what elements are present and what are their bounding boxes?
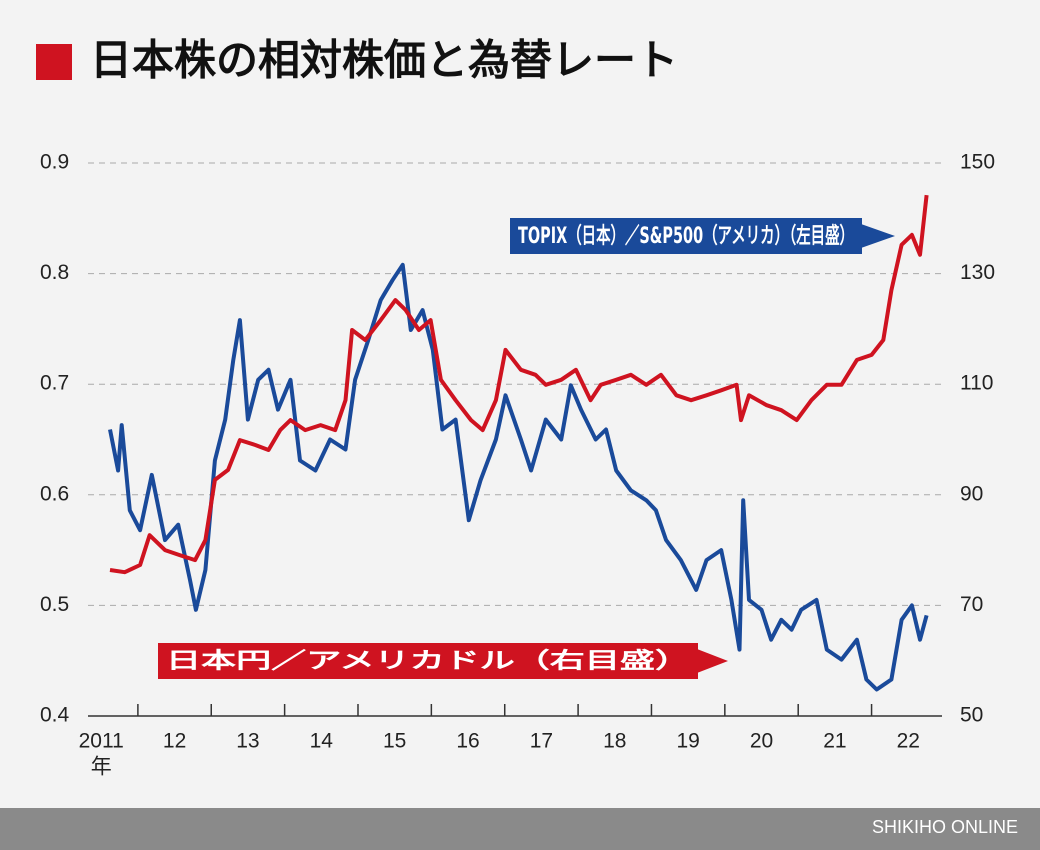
y-tick-label: 0.6 bbox=[40, 482, 69, 505]
legend-arrow bbox=[861, 224, 895, 248]
y-tick-label: 0.5 bbox=[40, 593, 69, 616]
y-tick-label: 0.9 bbox=[40, 151, 69, 174]
y2-tick-label: 130 bbox=[960, 261, 995, 284]
legend-label: TOPIX（日本）／S&P500（アメリカ）（左目盛） bbox=[518, 223, 854, 249]
y2-tick-label: 110 bbox=[960, 372, 993, 395]
x-tick-label: 13 bbox=[236, 730, 259, 753]
y2-tick-label: 90 bbox=[960, 482, 983, 505]
x-tick-label: 21 bbox=[823, 730, 846, 753]
x-label-unit: 年 bbox=[91, 756, 112, 779]
x-tick-label: 12 bbox=[163, 730, 186, 753]
footer-bar bbox=[0, 808, 1040, 850]
x-tick-label: 22 bbox=[897, 730, 920, 753]
y-tick-label: 0.4 bbox=[40, 704, 70, 727]
x-tick-label: 14 bbox=[310, 730, 334, 753]
y2-tick-label: 150 bbox=[960, 151, 995, 174]
y2-tick-label: 50 bbox=[960, 704, 983, 727]
x-tick-label: 20 bbox=[750, 730, 773, 753]
y-tick-label: 0.7 bbox=[40, 372, 69, 395]
x-tick-label: 18 bbox=[603, 730, 626, 753]
x-tick-label: 2011 bbox=[79, 730, 124, 753]
x-tick-label: 16 bbox=[456, 730, 479, 753]
x-tick-label: 19 bbox=[676, 730, 699, 753]
chart-title: 日本株の相対株価と為替レート bbox=[90, 36, 678, 85]
footer-text: SHIKIHO ONLINE bbox=[872, 817, 1018, 837]
x-tick-label: 15 bbox=[383, 730, 406, 753]
y-tick-label: 0.8 bbox=[40, 261, 69, 284]
legend-item: 日本円／アメリカドル（右目盛） bbox=[158, 643, 728, 679]
legend-label: 日本円／アメリカドル（右目盛） bbox=[166, 648, 690, 674]
y2-tick-label: 70 bbox=[960, 593, 983, 616]
x-tick-label: 17 bbox=[530, 730, 553, 753]
title-marker bbox=[36, 44, 72, 80]
legend-box bbox=[158, 643, 698, 679]
series-line bbox=[109, 194, 929, 575]
legend-box bbox=[510, 218, 862, 254]
legend-arrow bbox=[697, 649, 728, 673]
series-line bbox=[108, 262, 929, 692]
legend-item: TOPIX（日本）／S&P500（アメリカ）（左目盛） bbox=[510, 218, 895, 254]
